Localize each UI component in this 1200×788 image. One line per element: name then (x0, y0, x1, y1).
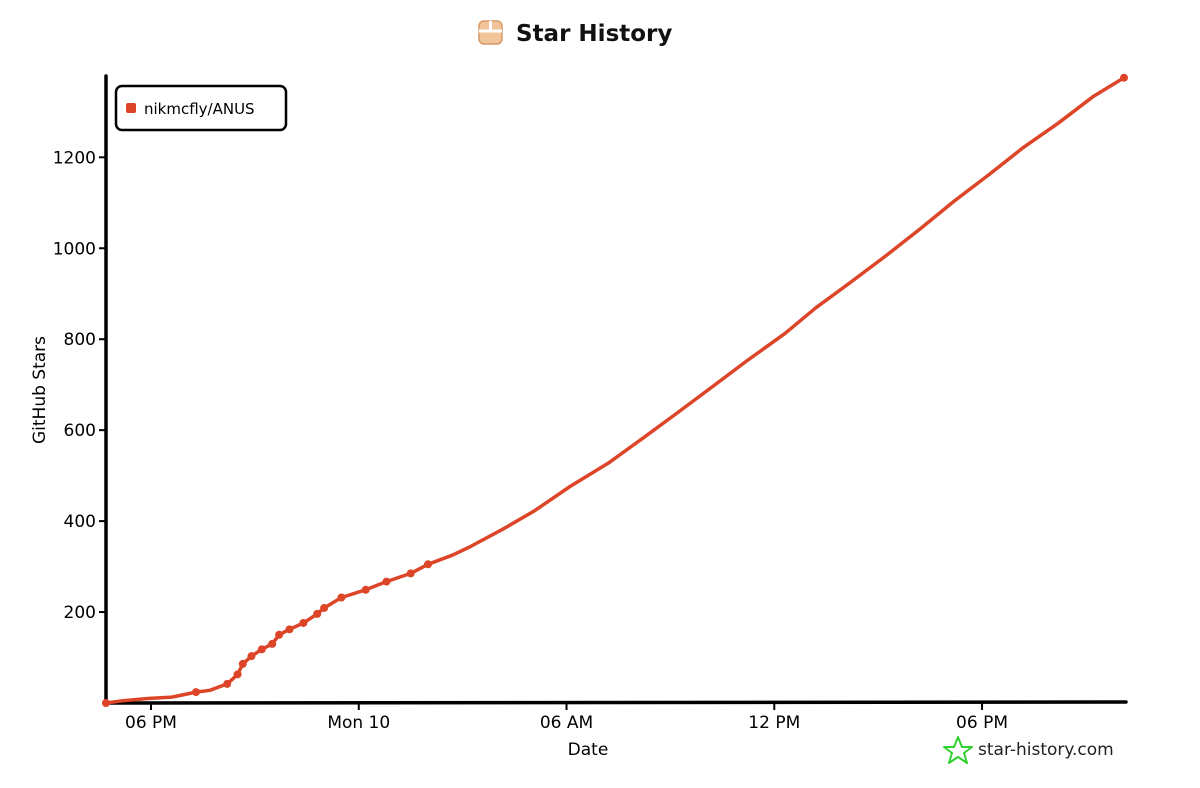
data-point (192, 688, 201, 697)
x-axis-ticks: 06 PM Mon 10 06 AM 12 PM 06 PM (125, 703, 1008, 733)
x-axis-label: Date (568, 740, 609, 760)
x-tick-label: 06 AM (540, 713, 593, 733)
data-point (406, 569, 415, 578)
data-point (299, 618, 308, 627)
watermark[interactable]: star-history.com (943, 736, 1114, 764)
y-tick-label: 800 (64, 330, 96, 350)
star-history-box-icon (478, 20, 503, 45)
x-tick-label: Mon 10 (327, 713, 390, 733)
y-axis-ticks: 200 400 600 800 1000 1200 (53, 148, 106, 623)
series-layer (102, 73, 1128, 707)
data-point (1120, 73, 1128, 82)
data-point (223, 679, 232, 688)
y-tick-label: 1200 (53, 148, 96, 168)
data-point (382, 577, 391, 586)
x-axis-line (102, 700, 1128, 705)
y-tick-label: 200 (64, 603, 96, 623)
x-tick-label: 06 PM (956, 713, 1008, 733)
watermark-text: star-history.com (978, 740, 1114, 760)
legend-swatch (126, 103, 136, 113)
data-point (285, 625, 294, 634)
chart-header: Star History (478, 20, 672, 47)
x-tick-label: 06 PM (125, 713, 177, 733)
x-tick-label: 12 PM (748, 713, 800, 733)
data-point (320, 603, 329, 612)
legend-box (114, 84, 288, 132)
data-point (102, 699, 110, 707)
data-point (361, 585, 370, 594)
data-point (238, 659, 247, 668)
legend-label: nikmcfly/ANUS (144, 100, 255, 118)
star-outline-icon (943, 736, 973, 764)
data-point (233, 670, 242, 679)
chart-title: Star History (516, 21, 672, 47)
data-point (275, 630, 284, 639)
data-point (247, 652, 256, 661)
y-tick-label: 600 (64, 421, 96, 441)
y-tick-label: 1000 (53, 239, 96, 259)
data-point (268, 639, 277, 648)
data-point (337, 593, 346, 602)
data-point (257, 645, 266, 654)
data-point (313, 609, 322, 618)
y-axis-label: GitHub Stars (30, 336, 50, 444)
data-point (424, 560, 433, 569)
legend: nikmcfly/ANUS (114, 84, 288, 132)
y-tick-label: 400 (64, 512, 96, 532)
series-line (104, 75, 1126, 705)
